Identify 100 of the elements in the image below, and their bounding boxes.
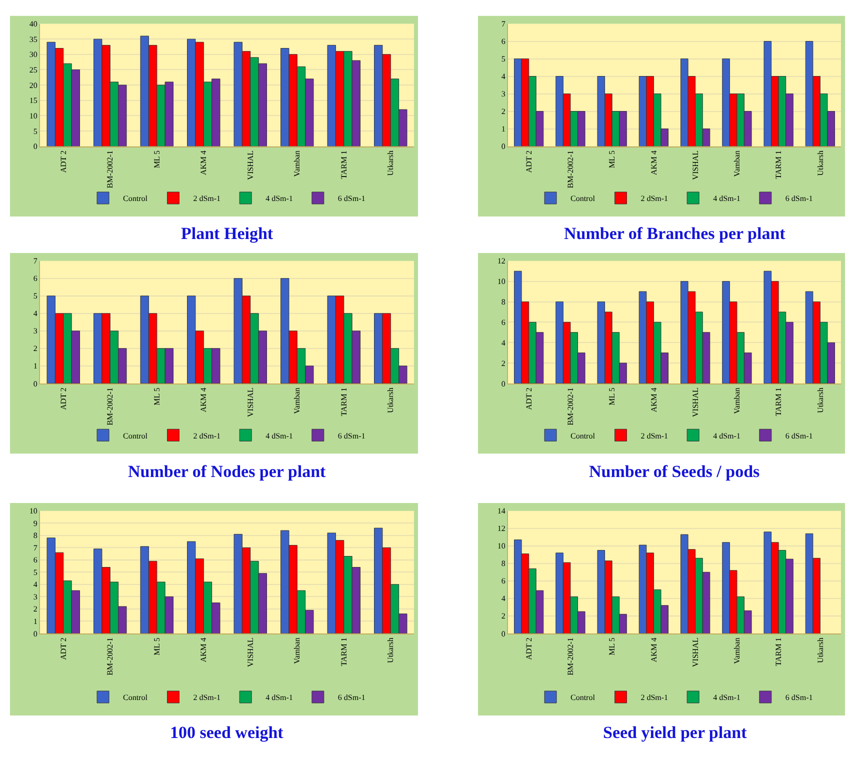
text: Seed yield per plant — [603, 723, 748, 742]
legend-label: 6 dSm-1 — [338, 431, 366, 440]
y-tick-label: 10 — [29, 111, 38, 120]
y-tick-label: 3 — [501, 90, 506, 99]
x-tick-label: ML 5 — [608, 150, 617, 168]
x-tick-label: Utkarsh — [816, 638, 825, 663]
y-tick-label: 25 — [29, 66, 38, 75]
legend-label: 6 dSm-1 — [338, 693, 366, 702]
text: Number of Branches per plant — [564, 224, 786, 243]
x-tick-label: BM-2002-1 — [566, 150, 576, 188]
x-tick-label: ML 5 — [608, 388, 617, 406]
x-tick-label: TARM 1 — [339, 388, 348, 416]
x-tick-label: Vamban — [732, 388, 742, 414]
x-tick-label: VISHAL — [246, 388, 255, 417]
y-tick-label: 0 — [33, 629, 38, 638]
y-tick-label: 7 — [33, 543, 38, 552]
text: Number of Seeds / pods — [589, 462, 760, 481]
x-tick-label: Utkarsh — [816, 388, 825, 413]
y-tick-label: 40 — [29, 20, 38, 29]
text: 100 seed weight — [170, 723, 284, 742]
y-tick-label: 1 — [501, 124, 506, 134]
legend-label: 4 dSm-1 — [266, 693, 293, 702]
x-tick-label: AKM 4 — [649, 150, 658, 176]
x-tick-label: ADT 2 — [58, 150, 68, 173]
text: Number of Nodes per plant — [128, 462, 326, 481]
legend-label: Control — [123, 194, 148, 204]
legend-label: 6 dSm-1 — [785, 693, 813, 702]
x-tick-label: BM-2002-1 — [566, 638, 576, 676]
x-tick-label: ADT 2 — [524, 388, 534, 410]
x-tick-label: BM-2002-1 — [106, 638, 115, 676]
legend-label: 4 dSm-1 — [713, 693, 740, 702]
x-tick-label: AKM 4 — [199, 388, 208, 412]
y-tick-label: 4 — [501, 338, 506, 348]
text: Plant Height — [181, 224, 274, 243]
y-tick-label: 4 — [501, 72, 506, 82]
x-tick-label: AKM 4 — [199, 150, 208, 176]
x-tick-label: Vamban — [732, 638, 742, 664]
legend-label: 2 dSm-1 — [640, 693, 668, 702]
y-tick-label: 0 — [501, 629, 506, 638]
y-tick-label: 6 — [501, 576, 506, 586]
y-tick-label: 0 — [501, 142, 506, 152]
x-tick-label: ML 5 — [152, 150, 162, 168]
x-tick-label: ADT 2 — [58, 388, 68, 410]
legend-label: 2 dSm-1 — [193, 194, 221, 204]
x-tick-label: Utkarsh — [386, 638, 396, 663]
y-tick-label: 1 — [33, 616, 38, 626]
x-tick-label: BM-2002-1 — [106, 388, 115, 426]
x-tick-label: VISHAL — [246, 638, 255, 667]
y-tick-label: 6 — [33, 274, 38, 284]
y-tick-label: 15 — [29, 96, 38, 106]
y-tick-label: 7 — [501, 20, 506, 29]
legend-label: Control — [570, 194, 596, 204]
y-tick-label: 8 — [501, 559, 506, 568]
y-tick-label: 10 — [29, 506, 38, 516]
x-tick-label: VISHAL — [246, 150, 255, 180]
x-tick-label: Utkarsh — [386, 388, 396, 413]
x-tick-label: Utkarsh — [816, 150, 825, 176]
y-tick-label: 9 — [33, 518, 38, 528]
x-tick-label: BM-2002-1 — [106, 150, 115, 188]
legend-label: 6 dSm-1 — [785, 194, 813, 204]
y-tick-label: 12 — [497, 524, 506, 534]
x-tick-label: TARM 1 — [774, 388, 784, 416]
x-tick-label: VISHAL — [690, 388, 700, 417]
y-tick-label: 30 — [29, 50, 38, 60]
legend-label: 4 dSm-1 — [713, 431, 740, 440]
legend-label: Control — [123, 431, 148, 440]
y-tick-label: 35 — [29, 34, 38, 44]
y-tick-label: 5 — [501, 54, 506, 64]
legend-label: 2 dSm-1 — [193, 431, 221, 440]
y-tick-label: 8 — [33, 531, 38, 540]
legend-label: 4 dSm-1 — [713, 194, 740, 204]
y-tick-label: 7 — [33, 256, 38, 266]
y-tick-label: 3 — [33, 592, 38, 602]
legend-label: 6 dSm-1 — [785, 431, 813, 440]
x-tick-label: VISHAL — [690, 638, 700, 667]
y-tick-label: 2 — [33, 604, 38, 614]
legend-label: 4 dSm-1 — [266, 431, 293, 440]
y-tick-label: 3 — [33, 326, 38, 336]
y-tick-label: 6 — [501, 37, 506, 46]
x-tick-label: TARM 1 — [774, 150, 784, 179]
y-tick-label: 10 — [497, 542, 506, 551]
y-tick-label: 4 — [501, 594, 506, 604]
x-tick-label: ML 5 — [152, 638, 162, 656]
x-tick-label: BM-2002-1 — [566, 388, 576, 426]
x-tick-label: ML 5 — [608, 638, 617, 656]
x-tick-label: ADT 2 — [58, 638, 68, 660]
y-tick-label: 1 — [33, 362, 38, 371]
y-tick-label: 5 — [33, 292, 38, 301]
y-tick-label: 6 — [33, 556, 38, 565]
legend-label: Control — [123, 693, 148, 702]
y-tick-label: 10 — [497, 277, 506, 286]
x-tick-label: Vamban — [292, 638, 302, 664]
legend-label: 2 dSm-1 — [640, 194, 668, 204]
legend-label: 6 dSm-1 — [338, 194, 366, 204]
y-tick-label: 0 — [33, 379, 38, 388]
x-tick-label: VISHAL — [690, 150, 700, 180]
y-tick-label: 12 — [497, 256, 506, 266]
x-tick-label: Vamban — [292, 150, 302, 177]
x-tick-label: AKM 4 — [649, 638, 658, 662]
x-tick-label: Utkarsh — [386, 150, 396, 176]
